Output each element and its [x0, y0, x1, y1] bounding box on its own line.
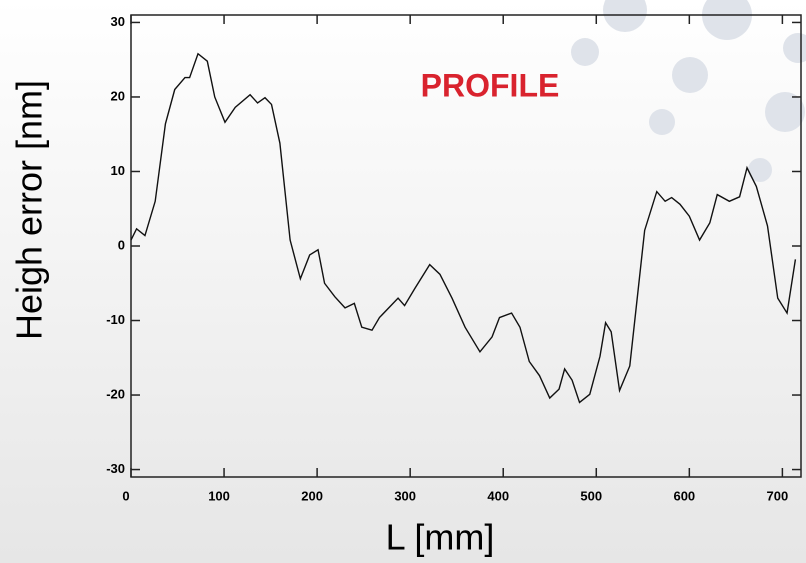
- x-tick-label: 0: [122, 488, 129, 503]
- x-tick-label: 200: [301, 488, 323, 503]
- y-axis-label: Heigh error [nm]: [9, 80, 50, 340]
- x-tick-label: 300: [394, 488, 416, 503]
- x-tick-label: 700: [767, 488, 789, 503]
- x-axis-label: L [mm]: [386, 517, 495, 558]
- x-tick-label: 100: [208, 488, 230, 503]
- y-tick-label: 0: [118, 237, 125, 252]
- x-tick-label: 400: [487, 488, 509, 503]
- y-tick-label: 30: [111, 14, 125, 29]
- y-tick-label: -30: [106, 461, 125, 476]
- x-tick-label: 500: [580, 488, 602, 503]
- y-tick-label: 10: [111, 163, 125, 178]
- y-tick-label: -10: [106, 312, 125, 327]
- chart-title: PROFILE: [421, 67, 560, 103]
- y-tick-label: -20: [106, 386, 125, 401]
- profile-line: [130, 52, 797, 404]
- x-tick-label: 600: [673, 488, 695, 503]
- y-tick-label: 20: [111, 88, 125, 103]
